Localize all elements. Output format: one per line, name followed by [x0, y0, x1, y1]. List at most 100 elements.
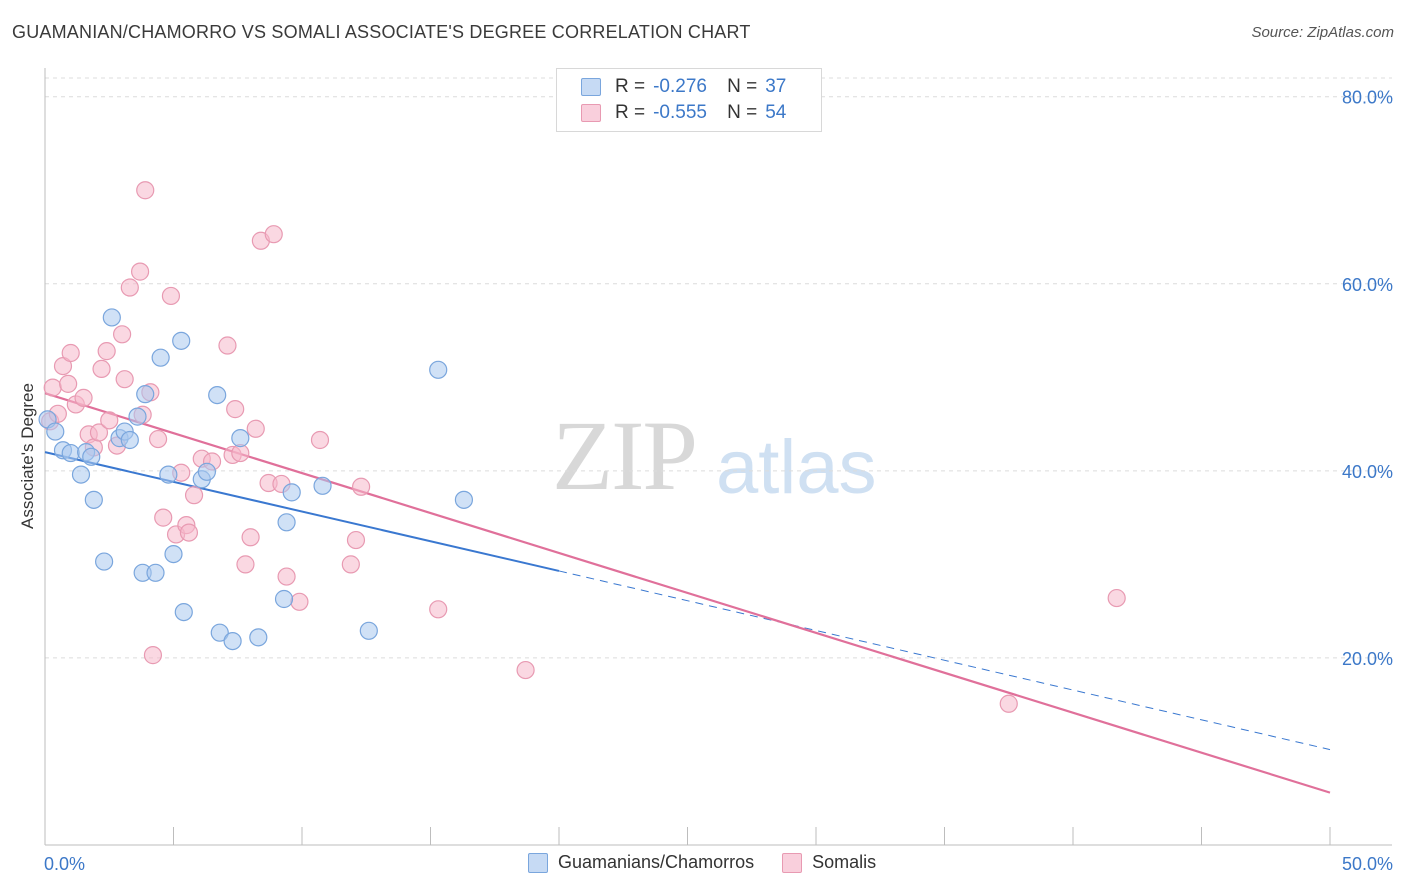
y-tick-label: 20.0% [1342, 649, 1393, 669]
legend-label-guamanians: Guamanians/Chamorros [558, 852, 755, 872]
point-somalis [264, 225, 283, 244]
legend-item-somalis: Somalis [782, 852, 876, 873]
point-guamanians [128, 407, 147, 426]
point-somalis [184, 486, 204, 505]
legend-n-label: N = [727, 76, 758, 97]
legend-row-somalis: R = -0.555 N = 54 [581, 102, 786, 124]
chart-title: GUAMANIAN/CHAMORRO VS SOMALI ASSOCIATE'S… [12, 22, 751, 42]
point-somalis [92, 359, 111, 378]
point-guamanians [274, 589, 294, 609]
legend-swatch-blue [581, 78, 601, 96]
point-somalis [346, 530, 366, 550]
point-somalis [277, 567, 296, 586]
legend-label-somalis: Somalis [812, 852, 877, 872]
point-somalis [120, 278, 139, 297]
source-label: Source: ZipAtlas.com [1251, 24, 1394, 41]
legend-r-label: R = [615, 102, 646, 123]
point-guamanians [84, 490, 103, 509]
point-somalis [43, 378, 62, 397]
point-somalis [74, 388, 93, 407]
point-guamanians [71, 465, 91, 484]
point-somalis [100, 411, 119, 430]
point-somalis [241, 528, 260, 547]
trend-lines [44, 392, 1331, 794]
point-somalis [115, 370, 134, 389]
y-axis-label: Associate's Degree [18, 383, 37, 529]
y-tick-label: 80.0% [1342, 88, 1393, 108]
trend-line-somalis [44, 392, 1331, 794]
point-guamanians [174, 602, 193, 622]
point-guamanians [313, 476, 332, 495]
legend-n-label: N = [727, 102, 758, 123]
point-guamanians [208, 385, 227, 405]
point-somalis [148, 429, 168, 449]
point-somalis [143, 646, 163, 665]
point-somalis [161, 286, 181, 306]
point-somalis [154, 508, 173, 527]
point-guamanians [82, 447, 101, 466]
x-tick-label: 0.0% [44, 854, 85, 874]
data-points [38, 181, 1126, 713]
point-somalis [179, 523, 199, 542]
point-guamanians [210, 623, 229, 642]
legend-row-guamanians: R = -0.276 N = 37 [581, 76, 786, 98]
point-somalis [112, 325, 132, 344]
point-guamanians [223, 631, 242, 651]
point-guamanians [61, 443, 80, 463]
point-guamanians [164, 545, 183, 564]
point-somalis [516, 660, 535, 680]
point-guamanians [120, 430, 139, 450]
y-tick-label: 40.0% [1342, 462, 1393, 482]
y-tick-label: 60.0% [1342, 275, 1393, 295]
point-guamanians [46, 422, 65, 441]
point-guamanians [95, 552, 114, 571]
legend-r-value: -0.555 [653, 102, 707, 123]
trend-line-guamanians-projection [558, 570, 1331, 751]
legend-item-guamanians: Guamanians/Chamorros [528, 852, 754, 873]
x-tick-label: 50.0% [1342, 854, 1393, 874]
point-guamanians [146, 563, 165, 582]
point-somalis [218, 336, 237, 355]
point-guamanians [277, 513, 296, 532]
stats-legend: R = -0.276 N = 37 R = -0.555 N = 54 [556, 68, 822, 132]
point-guamanians [249, 628, 268, 647]
point-guamanians [159, 465, 178, 484]
legend-swatch-blue [528, 852, 548, 873]
legend-n-value: 54 [765, 102, 787, 123]
watermark-atlas: atlas [716, 425, 877, 510]
point-somalis [341, 555, 360, 574]
point-somalis [310, 430, 330, 450]
trend-line-guamanians [44, 451, 560, 572]
point-somalis [999, 694, 1018, 713]
legend-r-label: R = [615, 76, 646, 97]
point-guamanians [136, 385, 155, 404]
tick-labels: 20.0% 40.0% 60.0% 80.0% 0.0% 50.0% Associate's… [18, 88, 1393, 874]
point-guamanians [102, 308, 121, 327]
point-guamanians [197, 462, 217, 481]
point-guamanians [282, 483, 301, 502]
axes [44, 68, 1392, 846]
watermark-zip: ZIP [552, 400, 698, 511]
point-somalis [130, 262, 150, 281]
legend-r-value: -0.276 [653, 76, 707, 97]
legend-swatch-pink [782, 852, 803, 873]
point-somalis [352, 477, 371, 496]
point-guamanians [172, 331, 191, 350]
series-legend: Guamanians/Chamorros Somalis [528, 852, 904, 873]
point-somalis [1107, 588, 1126, 608]
point-guamanians [151, 348, 170, 367]
legend-swatch-pink [581, 104, 601, 122]
point-guamanians [454, 490, 474, 509]
point-somalis [136, 181, 155, 200]
point-guamanians [231, 429, 250, 448]
point-somalis [236, 555, 255, 574]
point-somalis [97, 342, 116, 361]
point-somalis [246, 419, 265, 438]
point-somalis [89, 423, 109, 442]
point-somalis [429, 600, 448, 619]
point-somalis [226, 400, 245, 419]
point-guamanians [359, 621, 378, 640]
point-somalis [59, 374, 78, 393]
point-somalis [290, 592, 309, 611]
